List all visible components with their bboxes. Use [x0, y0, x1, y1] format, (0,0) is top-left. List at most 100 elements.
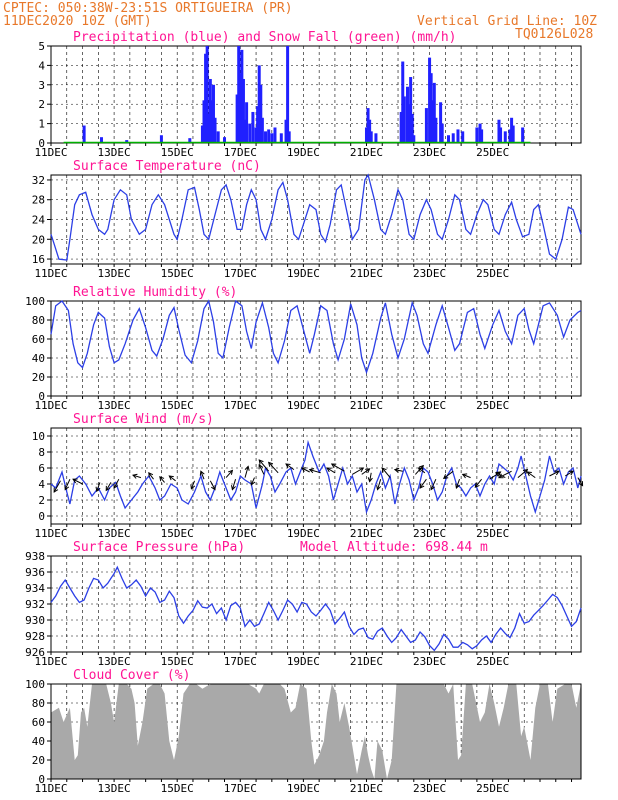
wind-vector — [268, 462, 279, 474]
wind-vector — [498, 470, 512, 479]
wind-vector-head — [461, 473, 468, 479]
y-tick-label: 938 — [25, 550, 45, 563]
wind-vector-head — [258, 463, 264, 470]
precip-bar — [497, 119, 501, 143]
y-tick-label: 3 — [38, 79, 45, 92]
x-tick-label: 15DEC — [161, 782, 194, 795]
y-tick-label: 6 — [38, 462, 45, 475]
y-tick-label: 0 — [38, 773, 45, 786]
precip-bar — [125, 140, 129, 143]
precip-bar — [401, 61, 405, 143]
wind-vector-head — [300, 467, 307, 472]
precip-bar — [521, 127, 525, 143]
precip-bar — [431, 100, 435, 143]
x-tick-label: 11DEC — [34, 146, 67, 159]
y-tick-label: 8 — [38, 446, 45, 459]
x-tick-label: 11DEC — [34, 267, 67, 280]
x-tick-label: 19DEC — [287, 655, 320, 668]
pres-series-line — [50, 565, 582, 652]
precip-bar — [440, 123, 444, 143]
wind-vector-head — [228, 469, 234, 475]
wind-vector-head — [244, 465, 250, 471]
wind-vector — [231, 479, 237, 490]
y-tick-label: 24 — [32, 214, 46, 227]
precip-bar — [243, 119, 247, 143]
wind-vector — [352, 467, 364, 475]
precip-bar — [211, 84, 215, 143]
y-tick-label: 2 — [38, 98, 45, 111]
precip-bar — [451, 133, 455, 143]
x-tick-label: 17DEC — [224, 267, 257, 280]
x-tick-label: 17DEC — [224, 782, 257, 795]
precip-bar — [368, 119, 372, 143]
y-tick-label: 16 — [32, 253, 45, 266]
y-tick-label: 40 — [32, 352, 45, 365]
wind-vector-head — [494, 472, 501, 477]
wind-vector — [430, 478, 437, 490]
wind-vector-head — [258, 459, 264, 465]
precip-bar — [200, 125, 204, 143]
y-tick-label: 28 — [32, 194, 45, 207]
precip-bar — [447, 135, 450, 143]
x-tick-label: 17DEC — [224, 655, 257, 668]
wind-vector — [527, 471, 536, 479]
wind-vector — [169, 475, 176, 482]
wind-vector-head — [132, 473, 138, 479]
y-tick-label: 20 — [32, 371, 45, 384]
header-station: CPTEC: 050:38W-23:51S ORTIGUEIRA (PR) — [3, 1, 293, 16]
x-tick-label: 11DEC — [34, 399, 67, 412]
x-tick-label: 11DEC — [34, 782, 67, 795]
precip-bar — [478, 123, 482, 143]
wind-vector-head — [308, 468, 315, 474]
wind-vector — [474, 478, 483, 488]
wind-vector — [326, 467, 336, 474]
panel-rh — [47, 299, 582, 399]
precip-bar — [434, 117, 438, 143]
precip-bar — [202, 100, 206, 143]
precip-bar — [374, 133, 378, 143]
precip-bar — [257, 65, 261, 143]
x-tick-label: 15DEC — [161, 146, 194, 159]
wind-vector — [381, 467, 391, 478]
wind-vector — [190, 480, 196, 489]
y-tick-label: 32 — [32, 174, 45, 187]
wind-vector-head — [199, 470, 205, 476]
y-tick-label: 0 — [38, 137, 45, 150]
wind-vector-head — [168, 475, 174, 481]
wind-vector-head — [578, 481, 584, 487]
x-tick-label: 17DEC — [224, 146, 257, 159]
wind-vector — [64, 478, 71, 490]
precip-bar — [456, 129, 460, 143]
x-tick-label: 13DEC — [98, 267, 131, 280]
wind-vector — [564, 470, 574, 477]
wind-vector — [244, 466, 249, 478]
panel-pres — [47, 555, 582, 655]
precip-bar — [407, 104, 411, 143]
x-tick-label: 23DEC — [413, 399, 446, 412]
wind-vector-head — [419, 483, 425, 489]
precip-bar — [264, 131, 268, 143]
panel-title: Surface Pressure (hPa) — [73, 540, 245, 555]
y-tick-label: 0 — [38, 390, 45, 403]
wind-vector-head — [522, 468, 529, 474]
precip-bar — [429, 73, 433, 143]
x-tick-label: 21DEC — [350, 146, 383, 159]
precip-bar — [188, 138, 192, 143]
precip-bar — [267, 129, 271, 143]
x-tick-label: 19DEC — [287, 527, 320, 540]
y-tick-label: 926 — [25, 646, 45, 659]
y-tick-label: 100 — [25, 295, 45, 308]
precip-bar — [159, 135, 163, 143]
wind-vector — [132, 474, 142, 479]
cloud-area — [51, 684, 581, 779]
wind-vector-head — [72, 478, 78, 484]
wind-vector-head — [358, 467, 365, 473]
precip-bar — [508, 129, 512, 143]
wind-vector — [250, 477, 255, 486]
y-tick-label: 5 — [38, 40, 45, 53]
y-tick-label: 2 — [38, 494, 45, 507]
wind-vector — [258, 464, 265, 475]
x-tick-label: 23DEC — [413, 267, 446, 280]
wind-vector-head — [393, 467, 400, 473]
panel-temp — [47, 173, 582, 267]
